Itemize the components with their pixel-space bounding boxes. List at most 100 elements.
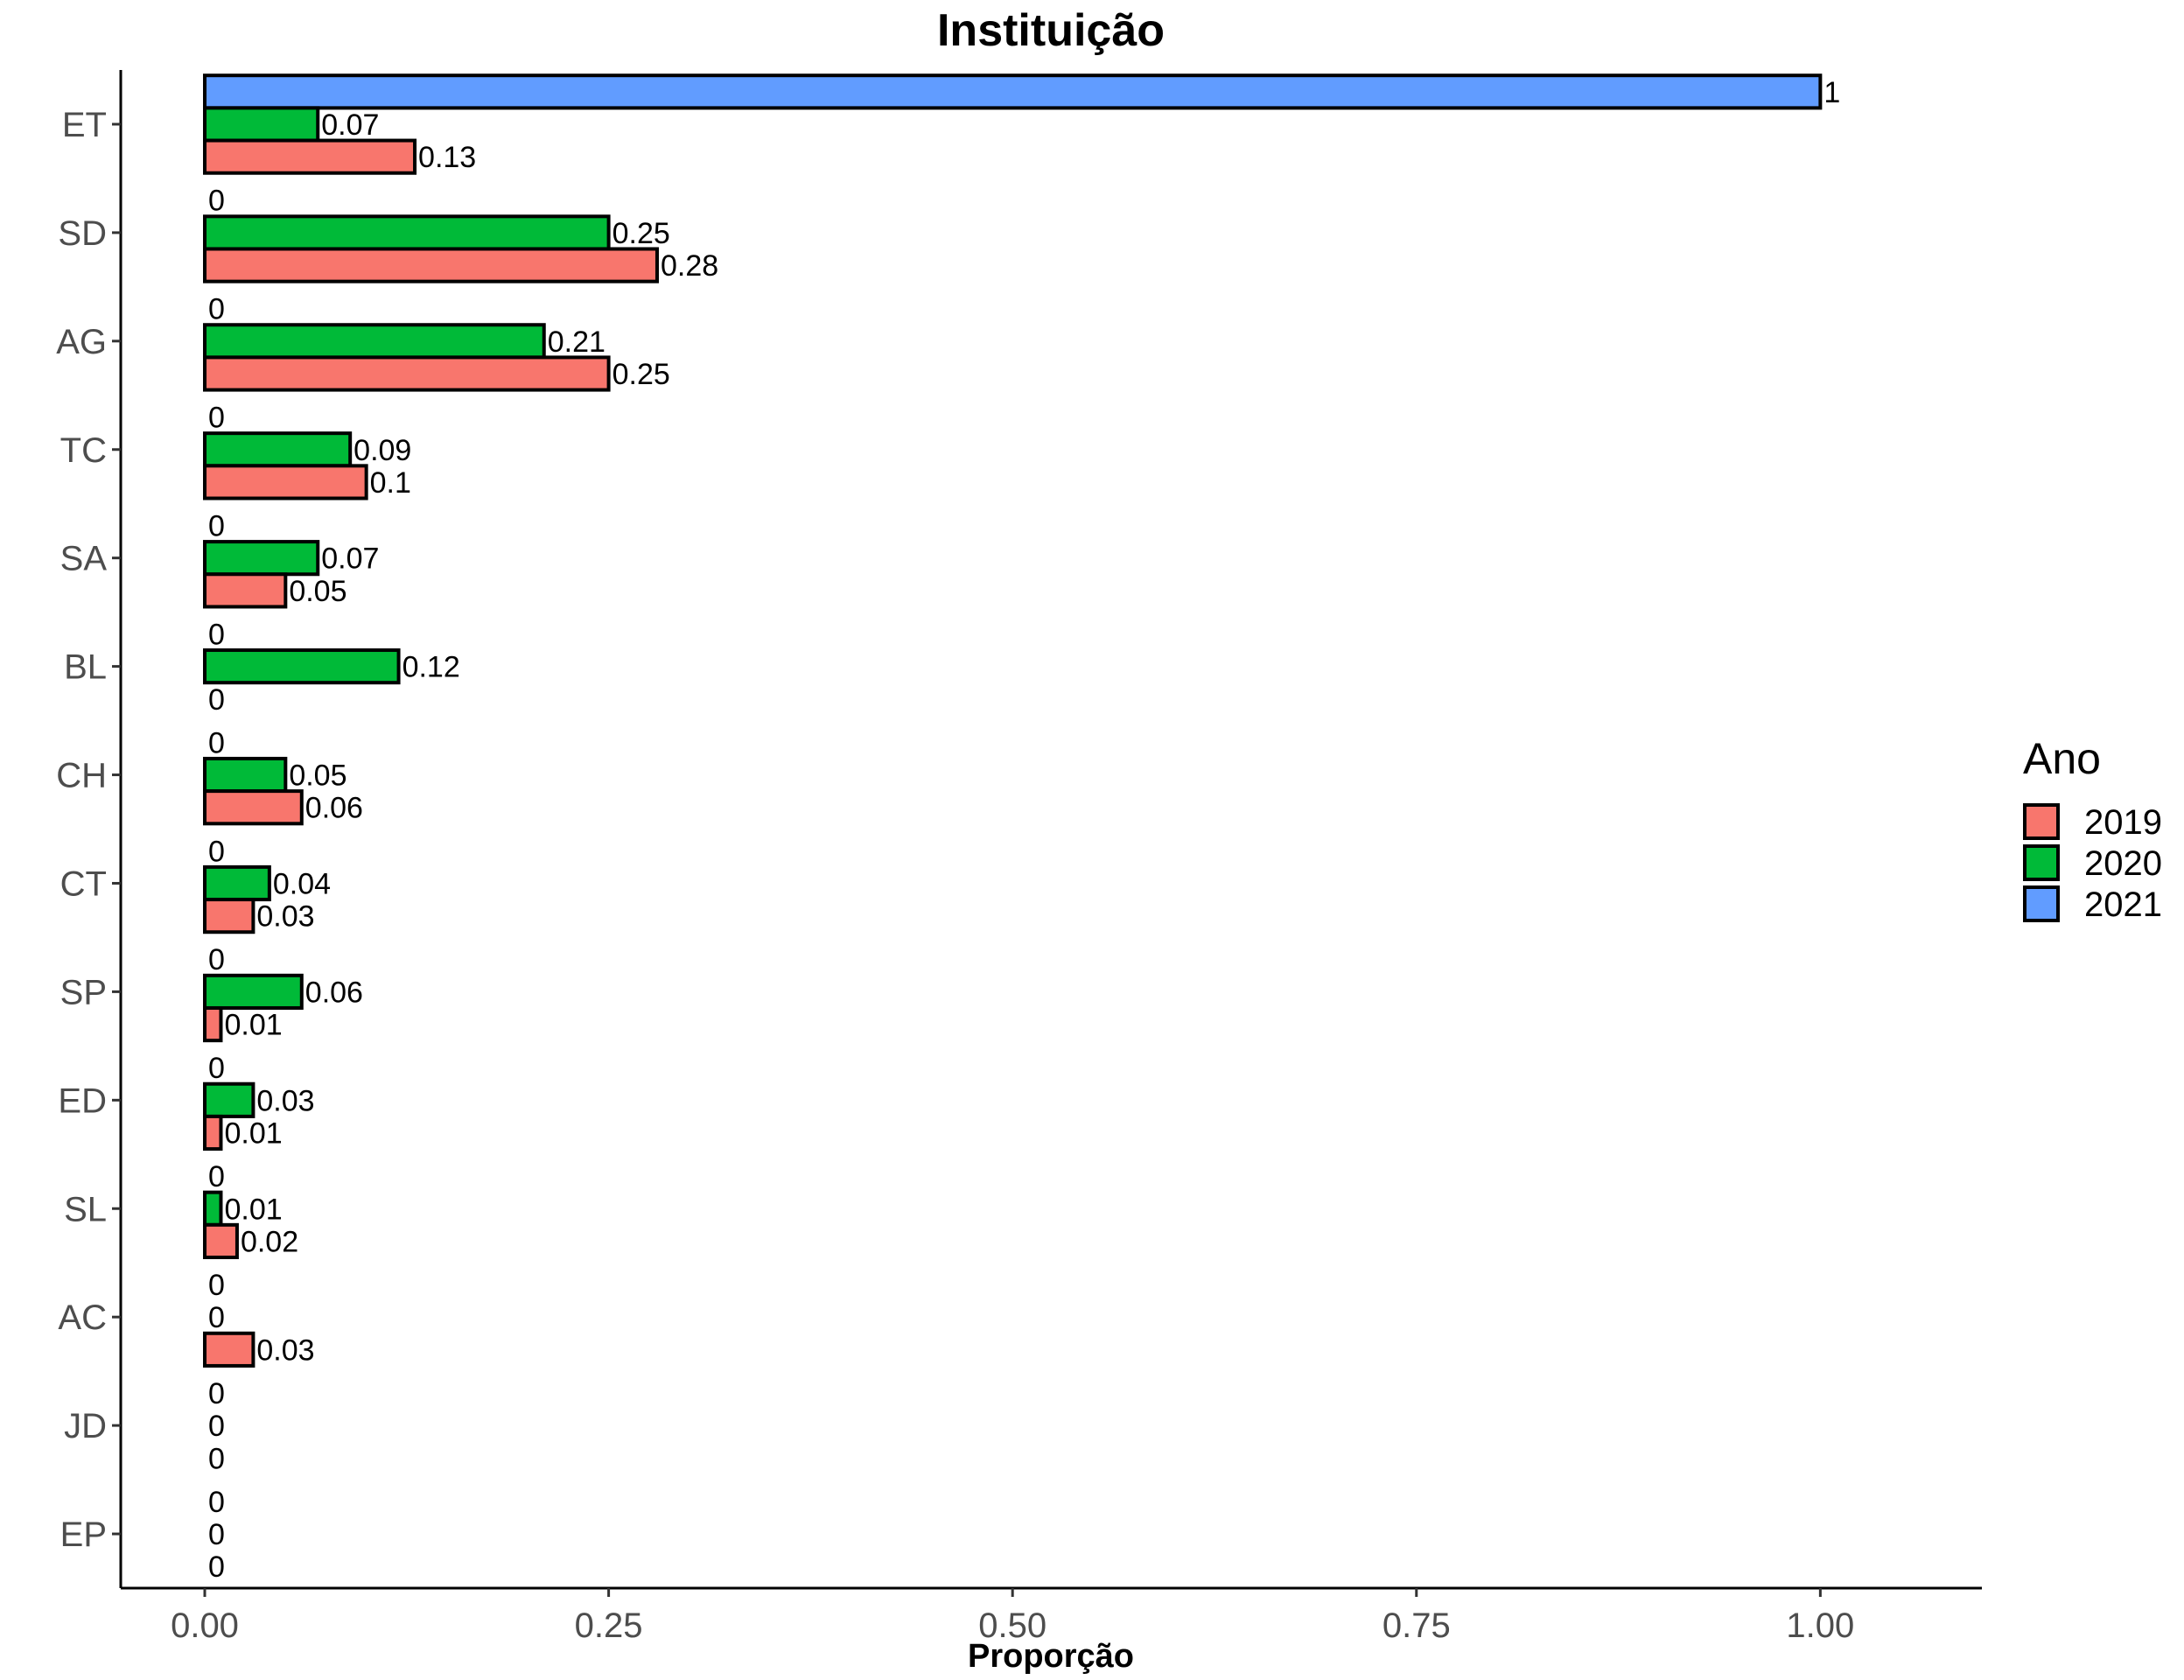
x-tick-label: 0.25	[575, 1606, 643, 1645]
category-group-ep: 000	[208, 1486, 225, 1584]
data-label-jd-2021: 0	[208, 1377, 225, 1410]
data-label-ep-2019: 0	[208, 1550, 225, 1584]
bar-sa-2019	[203, 572, 288, 609]
legend-label-2019: 2019	[2084, 803, 2162, 842]
y-tick-label-ct: CT	[60, 864, 107, 903]
data-label-jd-2019: 0	[208, 1442, 225, 1475]
legend-swatch-2021	[2023, 886, 2060, 922]
data-label-ac-2021: 0	[208, 1269, 225, 1302]
y-tick-label-jd: JD	[64, 1407, 107, 1446]
bar-ch-2020	[203, 756, 288, 794]
data-label-sl-2021: 0	[208, 1160, 225, 1194]
category-group-ct: 0 0.040.03	[203, 835, 331, 934]
x-tick-label: 0.50	[978, 1606, 1046, 1645]
y-axis: ET SD AG TC SA BL CH CT SP ED SL AC JD EP	[56, 106, 121, 1554]
bar-ed-2019	[203, 1114, 223, 1152]
legend-swatch-2020	[2023, 844, 2060, 881]
y-tick-label-sd: SD	[58, 214, 107, 253]
x-tick-label: 1.00	[1786, 1606, 1854, 1645]
category-group-sl: 00.010.02	[203, 1160, 298, 1260]
category-group-sa: 0 0.070.05	[203, 510, 379, 609]
legend-label-2020: 2020	[2084, 844, 2162, 883]
bar-sl-2019	[203, 1222, 239, 1260]
category-group-sd: 0 0.250.28	[203, 185, 718, 284]
data-label-ac-2019: 0.03	[256, 1334, 314, 1367]
data-label-tc-2019: 0.1	[370, 466, 411, 500]
data-label-ch-2019: 0.06	[305, 792, 363, 825]
data-label-et-2020: 0.07	[321, 108, 379, 142]
y-tick-label-sl: SL	[64, 1190, 107, 1228]
data-label-ch-2021: 0	[208, 726, 225, 760]
legend-swatch-2019	[2023, 803, 2060, 840]
bar-tc-2019	[203, 464, 368, 500]
data-label-ac-2020: 0	[208, 1301, 225, 1334]
bar-ct-2020	[203, 864, 271, 902]
data-label-et-2019: 0.13	[418, 141, 476, 174]
bar-ed-2020	[203, 1082, 256, 1118]
bar-ct-2019	[203, 898, 256, 934]
bar-et-2021	[203, 74, 1823, 110]
data-label-sl-2019: 0.02	[241, 1225, 298, 1258]
y-tick-label-sp: SP	[60, 973, 107, 1012]
data-label-ct-2019: 0.03	[256, 900, 314, 934]
y-tick-label-ep: EP	[60, 1516, 107, 1554]
category-group-ch: 0 0.050.06	[203, 726, 363, 826]
bar-sl-2020	[203, 1190, 223, 1227]
bar-et-2020	[203, 106, 320, 143]
data-label-et-2021: 1	[1824, 76, 1840, 109]
data-label-ag-2019: 0.25	[612, 358, 670, 391]
category-group-jd: 000	[208, 1377, 225, 1475]
y-tick-label-ch: CH	[56, 757, 107, 795]
data-label-bl-2021: 0	[208, 618, 225, 651]
y-tick-label-sa: SA	[60, 540, 108, 578]
data-label-ep-2021: 0	[208, 1486, 225, 1519]
category-group-sp: 0 0.06 0.01	[203, 943, 363, 1043]
bar-tc-2020	[203, 431, 353, 468]
category-group-ag: 0 0.210.25	[203, 293, 670, 392]
x-axis-title: Proporção	[968, 1638, 1134, 1675]
data-label-sp-2021: 0	[208, 943, 225, 976]
legend-label-2021: 2021	[2084, 886, 2162, 924]
bar-ac-2019	[203, 1331, 256, 1368]
y-tick-label-ag: AG	[56, 323, 107, 361]
category-group-bl: 0 0.12 0	[203, 618, 460, 717]
bar-sp-2019	[203, 1005, 223, 1043]
x-tick-label: 0.75	[1382, 1606, 1451, 1645]
data-label-ag-2021: 0	[208, 293, 225, 326]
data-label-ed-2019: 0.01	[224, 1117, 282, 1151]
data-label-ag-2020: 0.21	[548, 326, 606, 359]
category-group-tc: 0 0.090.1	[203, 402, 411, 500]
bar-ch-2019	[203, 789, 304, 826]
y-tick-label-ac: AC	[58, 1298, 107, 1337]
bar-et-2019	[203, 138, 417, 175]
bar-sa-2020	[203, 540, 320, 577]
y-tick-label-ed: ED	[58, 1082, 107, 1120]
data-label-ch-2020: 0.05	[289, 760, 346, 793]
data-label-bl-2020: 0.12	[402, 651, 460, 684]
y-tick-label-et: ET	[62, 106, 107, 144]
data-label-sd-2019: 0.28	[661, 249, 718, 283]
data-label-tc-2021: 0	[208, 402, 225, 435]
data-label-ct-2020: 0.04	[273, 867, 331, 900]
data-label-ct-2021: 0	[208, 835, 225, 868]
data-label-sd-2021: 0	[208, 185, 225, 218]
legend-title: Ano	[2023, 734, 2101, 783]
data-label-sp-2020: 0.06	[305, 976, 363, 1009]
data-label-sl-2020: 0.01	[224, 1193, 282, 1226]
bar-bl-2020	[203, 648, 401, 685]
data-label-jd-2020: 0	[208, 1410, 225, 1443]
data-label-ed-2020: 0.03	[256, 1084, 314, 1117]
x-axis: 0.00 0.25 0.50 0.75 1.00	[171, 1588, 1854, 1645]
data-label-sp-2019: 0.01	[224, 1009, 282, 1042]
data-label-ep-2020: 0	[208, 1518, 225, 1551]
category-group-et: 1 0.07 0.13	[203, 74, 1840, 175]
data-label-sa-2020: 0.07	[321, 542, 379, 576]
y-tick-label-bl: BL	[64, 648, 107, 687]
data-label-bl-2019: 0	[208, 683, 225, 717]
category-group-ac: 000.03	[203, 1269, 315, 1368]
bar-sd-2020	[203, 214, 611, 251]
data-label-sd-2020: 0.25	[612, 217, 670, 250]
